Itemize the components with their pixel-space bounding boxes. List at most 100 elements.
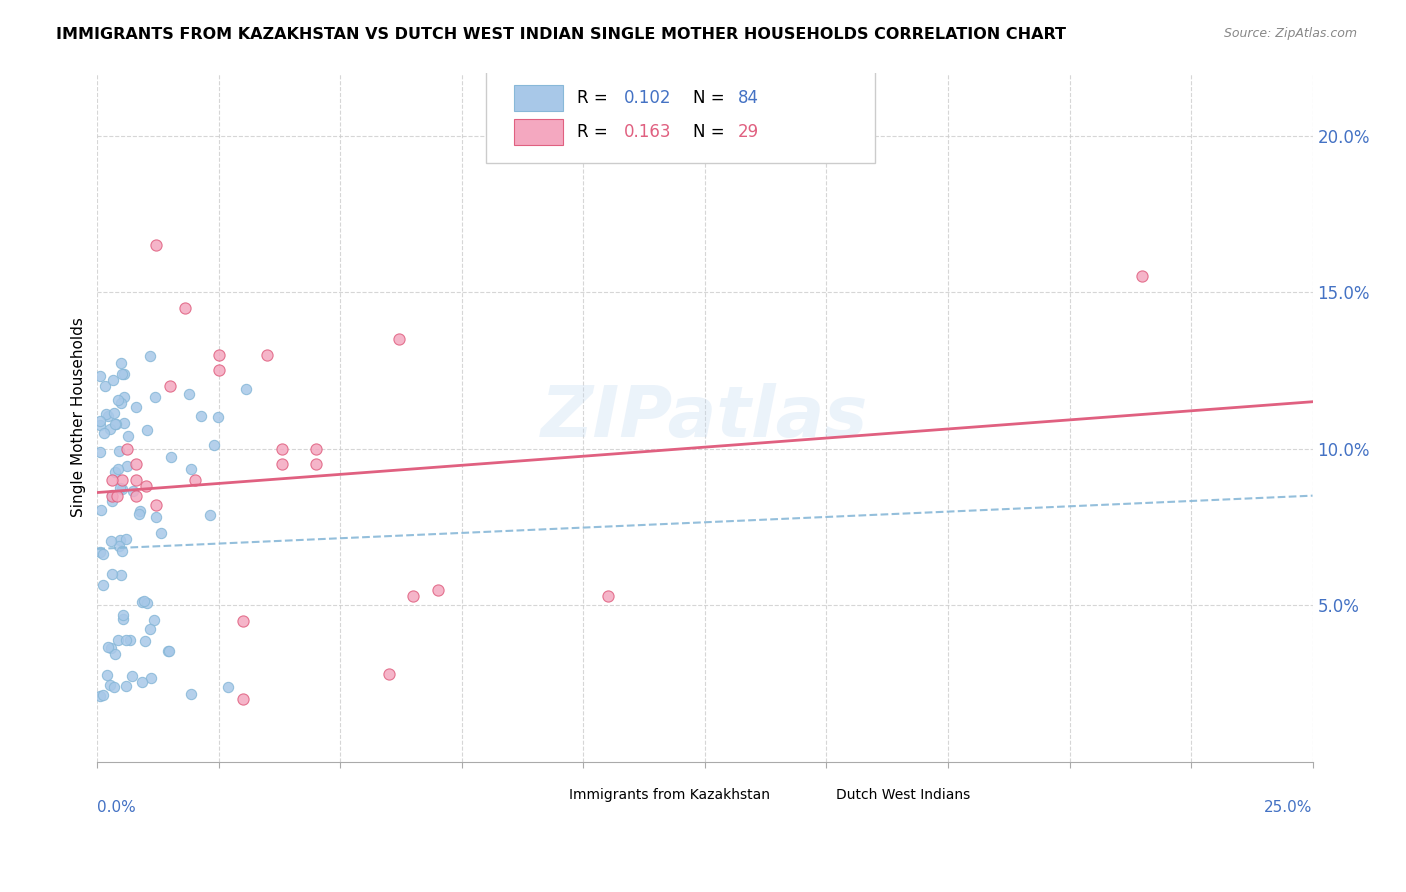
Point bbox=[120, 632, 142, 647]
Point bbox=[190, 409, 212, 423]
Point bbox=[111, 544, 134, 558]
Point bbox=[91, 547, 114, 561]
Point bbox=[145, 498, 167, 512]
Point bbox=[89, 417, 111, 432]
Text: 29: 29 bbox=[738, 123, 759, 141]
Point bbox=[91, 578, 114, 592]
Point bbox=[135, 596, 157, 610]
Point bbox=[131, 675, 153, 690]
Point bbox=[105, 417, 128, 432]
Point bbox=[121, 669, 143, 683]
Point bbox=[104, 465, 127, 479]
Point bbox=[157, 644, 180, 658]
Point bbox=[107, 462, 129, 476]
Point bbox=[125, 400, 148, 414]
Point bbox=[180, 462, 202, 476]
Point bbox=[89, 690, 111, 704]
Point bbox=[159, 450, 181, 464]
Point bbox=[208, 363, 231, 377]
Point bbox=[94, 379, 117, 393]
Point bbox=[98, 678, 121, 692]
Point bbox=[107, 540, 129, 554]
Point bbox=[378, 667, 401, 681]
Point bbox=[101, 493, 124, 508]
Point bbox=[100, 567, 122, 582]
Point bbox=[125, 473, 148, 487]
Point bbox=[271, 458, 294, 472]
Point bbox=[115, 633, 138, 648]
Point bbox=[173, 301, 195, 315]
Point bbox=[232, 614, 254, 628]
Point bbox=[101, 489, 124, 503]
Text: R =: R = bbox=[578, 89, 613, 107]
Point bbox=[89, 368, 111, 383]
Y-axis label: Single Mother Households: Single Mother Households bbox=[72, 318, 86, 517]
Point bbox=[145, 510, 167, 524]
FancyBboxPatch shape bbox=[515, 85, 562, 111]
Point bbox=[134, 633, 156, 648]
Point bbox=[112, 608, 135, 623]
Point bbox=[596, 589, 619, 603]
Point bbox=[157, 643, 180, 657]
Point bbox=[271, 442, 294, 456]
Point bbox=[91, 689, 114, 703]
Point bbox=[96, 668, 118, 682]
Point bbox=[111, 482, 134, 496]
Point bbox=[305, 442, 328, 456]
Text: N =: N = bbox=[693, 89, 730, 107]
Text: Dutch West Indians: Dutch West Indians bbox=[837, 788, 970, 802]
Point bbox=[125, 458, 148, 472]
Point bbox=[141, 671, 163, 685]
Point bbox=[145, 238, 167, 252]
Point bbox=[93, 426, 115, 441]
Point bbox=[100, 488, 122, 502]
Point bbox=[115, 679, 138, 693]
Point bbox=[107, 633, 129, 648]
Point bbox=[139, 623, 162, 637]
Point bbox=[112, 390, 135, 404]
Text: ZIPatlas: ZIPatlas bbox=[541, 383, 869, 452]
Point bbox=[202, 437, 225, 451]
Point bbox=[100, 641, 122, 656]
FancyBboxPatch shape bbox=[515, 120, 562, 145]
Point bbox=[96, 407, 118, 421]
Point bbox=[89, 545, 111, 559]
Point bbox=[179, 387, 201, 401]
Point bbox=[131, 595, 153, 609]
Point bbox=[129, 504, 152, 518]
Point bbox=[128, 508, 150, 522]
Point bbox=[207, 410, 229, 425]
Point bbox=[136, 423, 159, 437]
Point bbox=[110, 355, 132, 369]
Point bbox=[232, 692, 254, 706]
Text: 0.163: 0.163 bbox=[623, 123, 671, 141]
Point bbox=[117, 429, 139, 443]
Point bbox=[305, 458, 328, 472]
Point bbox=[110, 368, 132, 382]
Point bbox=[108, 533, 131, 547]
Point bbox=[110, 482, 132, 496]
Point bbox=[159, 379, 181, 393]
Point bbox=[104, 417, 127, 431]
Point bbox=[112, 416, 135, 430]
Point bbox=[98, 422, 121, 436]
Point bbox=[208, 348, 231, 362]
Point bbox=[143, 390, 166, 404]
Point bbox=[96, 409, 118, 423]
FancyBboxPatch shape bbox=[534, 785, 561, 805]
Text: 0.102: 0.102 bbox=[623, 89, 671, 107]
Point bbox=[89, 414, 111, 428]
Point bbox=[125, 489, 148, 503]
Point bbox=[180, 687, 202, 701]
Point bbox=[107, 393, 129, 408]
Point bbox=[1132, 269, 1154, 284]
Point bbox=[149, 526, 172, 541]
Point bbox=[115, 442, 138, 456]
Point bbox=[132, 593, 155, 607]
Point bbox=[112, 367, 135, 381]
Point bbox=[103, 406, 125, 420]
Point bbox=[105, 489, 128, 503]
Point bbox=[115, 532, 138, 546]
Text: IMMIGRANTS FROM KAZAKHSTAN VS DUTCH WEST INDIAN SINGLE MOTHER HOUSEHOLDS CORRELA: IMMIGRANTS FROM KAZAKHSTAN VS DUTCH WEST… bbox=[56, 27, 1066, 42]
Point bbox=[388, 332, 411, 346]
